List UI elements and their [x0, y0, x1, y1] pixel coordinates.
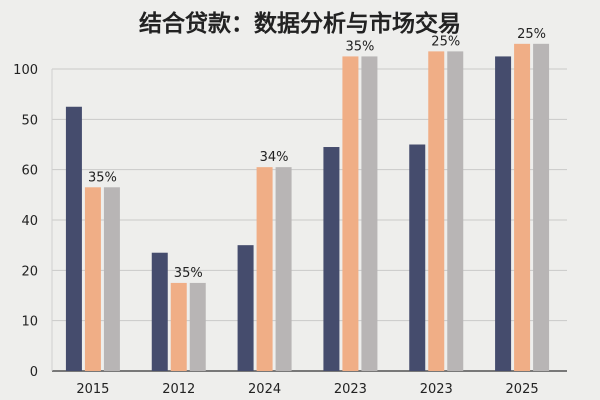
y-tick-label: 10	[21, 315, 38, 330]
data-label: 25%	[431, 34, 460, 49]
y-tick-label: 100	[13, 63, 38, 78]
y-tick-label: 0	[30, 365, 38, 380]
bar-series-1	[237, 245, 254, 371]
bar-series-1	[65, 106, 82, 371]
y-tick-label: 50	[21, 113, 38, 128]
chart-title: 结合贷款：数据分析与市场交易	[139, 11, 461, 37]
data-label: 34%	[260, 150, 289, 165]
data-label: 25%	[517, 27, 546, 42]
bar-series-3	[533, 43, 550, 371]
bar-series-2	[514, 43, 531, 371]
bar-series-1	[151, 252, 168, 371]
x-tick-label: 2024	[248, 382, 281, 397]
bar-series-2	[342, 56, 359, 372]
bar-series-3	[103, 187, 120, 371]
bar-series-2	[256, 167, 273, 371]
x-tick-label: 2015	[76, 382, 109, 397]
x-tick-label: 2025	[506, 382, 539, 397]
y-tick-label: 60	[21, 164, 38, 179]
bar-series-2	[84, 187, 101, 371]
y-tick-label: 20	[21, 264, 38, 279]
x-tick-label: 2023	[334, 382, 367, 397]
x-tick-label: 2012	[162, 382, 195, 397]
bar-series-1	[409, 144, 426, 371]
x-tick-label: 2023	[420, 382, 453, 397]
bar-series-1	[495, 56, 512, 372]
y-tick-label: 40	[21, 214, 38, 229]
bar-series-2	[170, 282, 187, 371]
bar-series-1	[323, 147, 340, 371]
bar-series-3	[189, 282, 206, 371]
bar-series-2	[428, 51, 445, 372]
data-label: 35%	[88, 170, 117, 185]
bar-series-3	[275, 167, 292, 371]
bar-series-3	[447, 51, 464, 372]
bar-series-3	[361, 56, 378, 372]
data-label: 35%	[174, 266, 203, 281]
data-label: 35%	[345, 39, 374, 54]
